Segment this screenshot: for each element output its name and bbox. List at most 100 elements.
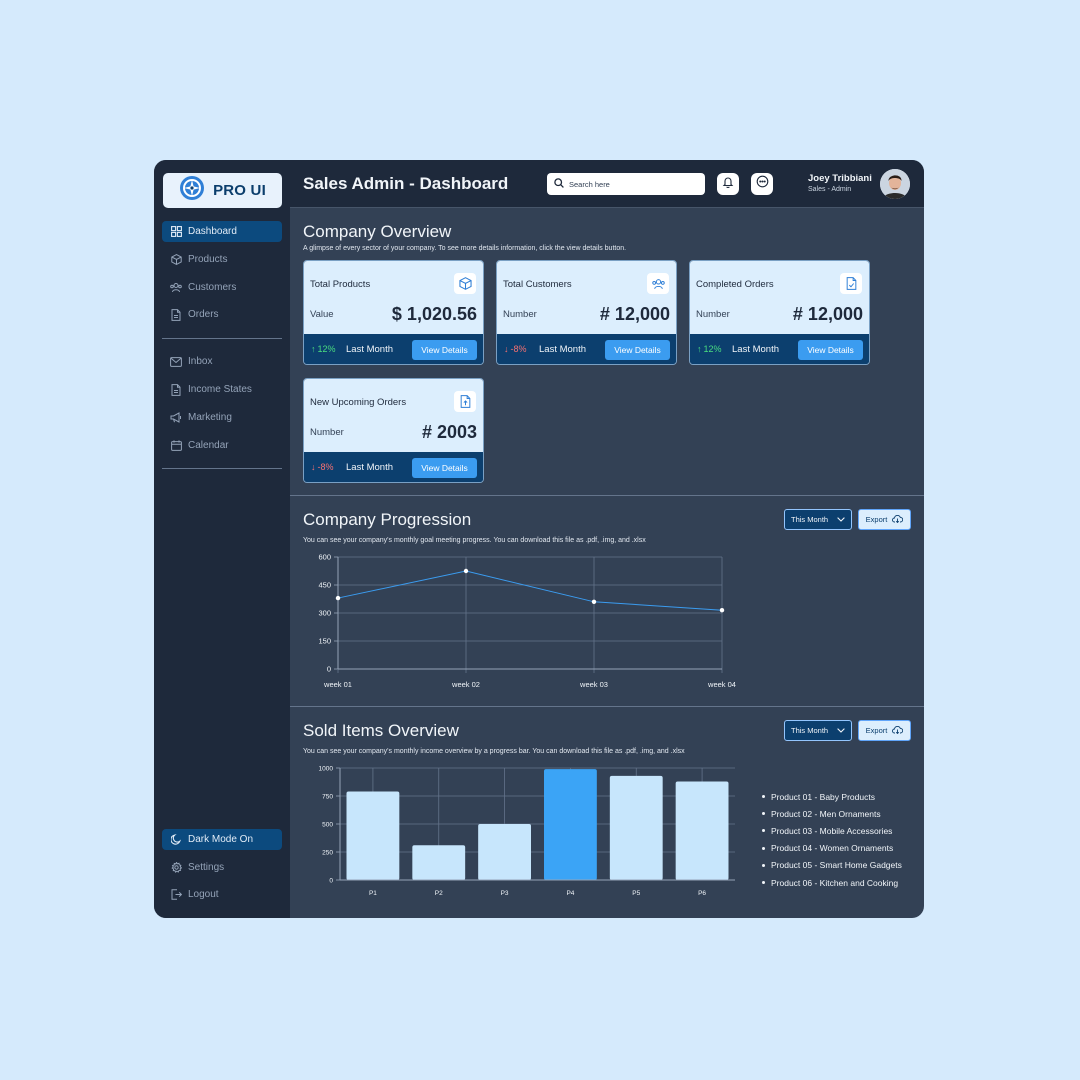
overview-subtitle: A glimpse of every sector of your compan… [303,245,627,252]
bell-icon [722,175,734,193]
overview-title: Company Overview [303,222,452,241]
sidebar-item-logout[interactable]: Logout [162,884,282,905]
legend-item: Product 04 - Women Ornaments [762,840,902,857]
brand-logo[interactable]: PRO UI [163,173,282,208]
trend-period: Last Month [346,344,393,355]
cloud-download-icon [892,514,904,525]
x-tick-label: week 03 [579,680,608,689]
data-point [335,595,341,601]
sidebar-item-marketing[interactable]: Marketing [162,407,282,428]
app-window: PRO UI Dashboard Products Customers Orde… [154,160,924,918]
sidebar-item-label: Income States [188,384,252,395]
progression-period-dropdown[interactable]: This Month [784,509,852,530]
sidebar-divider [162,338,282,339]
search-box[interactable] [547,173,705,195]
notifications-button[interactable] [717,173,739,195]
x-tick-label: P4 [566,890,574,897]
card-label: Value [310,309,334,320]
sidebar-item-settings[interactable]: Settings [162,857,282,878]
sidebar-item-label: Dark Mode On [188,834,254,845]
trend-period: Last Month [732,344,779,355]
bar [412,845,466,880]
x-tick-label: P6 [698,890,706,897]
legend-item: Product 06 - Kitchen and Cooking [762,874,902,891]
user-name: Joey Tribbiani [808,173,872,184]
sidebar-item-inbox[interactable]: Inbox [162,351,282,372]
users-icon [170,282,182,294]
trend-period: Last Month [539,344,586,355]
view-details-button[interactable]: View Details [412,458,477,478]
card-value: # 12,000 [792,304,863,324]
sidebar-item-income-states[interactable]: Income States [162,379,282,400]
x-tick-label: P1 [369,890,377,897]
view-details-button[interactable]: View Details [798,340,863,360]
section-divider [290,706,924,707]
bar [675,781,729,880]
cloud-download-icon [892,725,904,736]
data-point [591,599,597,604]
user-role: Sales - Admin [808,186,852,193]
card-value: # 2003 [421,422,477,442]
sidebar-item-label: Dashboard [188,226,237,237]
legend-item: Product 05 - Smart Home Gadgets [762,857,902,874]
stat-card-total-products: Total Products Value $ 1,020.56 ↑ 12% Las… [303,260,484,365]
chat-icon [756,175,769,193]
calendar-icon [170,440,182,452]
view-details-button[interactable]: View Details [412,340,477,360]
trend-period: Last Month [346,462,393,473]
sidebar-item-label: Inbox [188,356,213,367]
bar [346,791,400,880]
x-tick-label: week 02 [451,680,480,689]
trend-indicator: ↓ -8% [311,462,334,472]
sidebar-divider [162,468,282,469]
sidebar-item-label: Orders [188,309,219,320]
card-title: New Upcoming Orders [310,397,407,408]
sold-period-dropdown[interactable]: This Month [784,720,852,741]
trend-indicator: ↑ 12% [697,344,722,354]
grid-icon [170,226,182,238]
sidebar-item-orders[interactable]: Orders [162,304,282,325]
card-value: # 12,000 [599,304,670,324]
bar [544,769,597,880]
stat-card-completed-orders: Completed Orders Number # 12,000 ↑ 12% La… [689,260,870,365]
arrow-down-icon: ↓ [311,462,316,472]
y-tick-label: 0 [327,665,331,674]
sidebar-item-calendar[interactable]: Calendar [162,435,282,456]
top-header: Sales Admin - Dashboard Joey Tribbiani S… [290,160,924,208]
view-details-button[interactable]: View Details [605,340,670,360]
logout-icon [170,889,182,901]
sold-title: Sold Items Overview [303,721,459,740]
document-icon [170,308,182,321]
y-tick-label: 750 [322,794,333,801]
arrow-up-icon: ↑ [697,344,702,354]
page-title: Sales Admin - Dashboard [303,174,509,193]
search-input[interactable] [569,179,699,189]
progression-line-chart: 0 150 300 450 600 week 01 week 02 week 03 week 0… [318,553,735,690]
x-tick-label: P2 [435,890,443,897]
sidebar-item-customers[interactable]: Customers [162,277,282,298]
megaphone-icon [170,412,182,424]
sidebar-item-dashboard[interactable]: Dashboard [162,221,282,242]
bar [609,775,663,880]
sidebar-item-label: Logout [188,889,219,900]
y-tick-label: 150 [318,637,331,646]
progression-export-button[interactable]: Export [858,509,911,530]
brand-name: PRO UI [213,182,266,199]
document-check-icon [840,273,862,294]
avatar[interactable] [880,169,910,199]
card-title: Total Products [310,279,371,290]
y-tick-label: 1000 [319,766,334,773]
mail-icon [170,356,182,368]
dark-mode-toggle[interactable]: Dark Mode On [162,829,282,850]
card-value: $ 1,020.56 [391,304,477,324]
sold-export-button[interactable]: Export [858,720,911,741]
messages-button[interactable] [751,173,773,195]
x-tick-label: week 01 [323,680,352,689]
compass-logo-icon [179,175,205,206]
sold-subtitle: You can see your company's monthly incom… [303,748,685,755]
y-tick-label: 600 [318,553,331,562]
sidebar-item-products[interactable]: Products [162,249,282,270]
users-icon [647,273,669,294]
sidebar: PRO UI Dashboard Products Customers Orde… [154,160,290,918]
trend-indicator: ↑ 12% [311,344,336,354]
